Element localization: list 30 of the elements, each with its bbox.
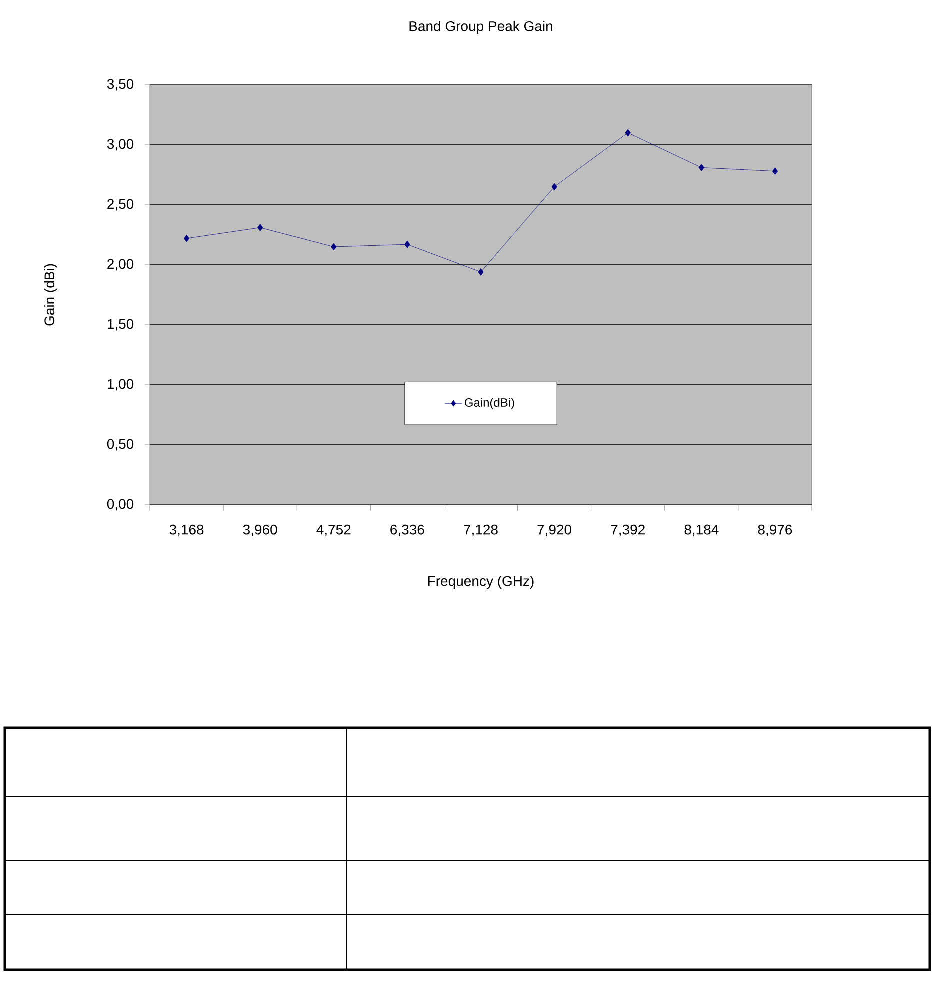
legend-label: Gain(dBi) (464, 398, 514, 410)
y-tick-label: 3,50 (107, 79, 134, 91)
x-tick-label: 4,752 (316, 524, 351, 536)
y-tick-label: 1,00 (108, 379, 134, 391)
point (258, 224, 264, 232)
x-tick-label: 6,336 (390, 524, 424, 536)
y-tick-label: 1,50 (108, 319, 134, 331)
x-tick-label: 7,128 (464, 524, 498, 536)
y-tick-label: 0,00 (107, 499, 134, 511)
x-tick-label: 7,392 (611, 524, 645, 536)
x-axis-title: Frequency (GHz) (428, 576, 534, 590)
chart-title: Band Group Peak Gain (410, 21, 552, 34)
point (404, 240, 410, 248)
x-tick-label: 3,960 (243, 524, 278, 536)
point (698, 164, 704, 172)
y-tick-label: 2,50 (108, 199, 134, 211)
y-axis-title: Gain (dBi) (44, 264, 58, 326)
point (478, 268, 484, 276)
y-tick-label: 0,50 (107, 439, 134, 451)
point (552, 183, 558, 191)
point (625, 129, 631, 137)
x-tick-label: 8,184 (684, 524, 719, 536)
x-tick-label: 8,976 (758, 524, 792, 536)
y-tick-label: 2,00 (108, 259, 134, 271)
y-tick-label: 3,00 (107, 139, 134, 151)
point (772, 168, 778, 176)
point (184, 234, 190, 242)
point (331, 243, 337, 251)
x-tick-label: 7,920 (538, 524, 572, 536)
x-tick-label: 3,168 (170, 524, 204, 536)
